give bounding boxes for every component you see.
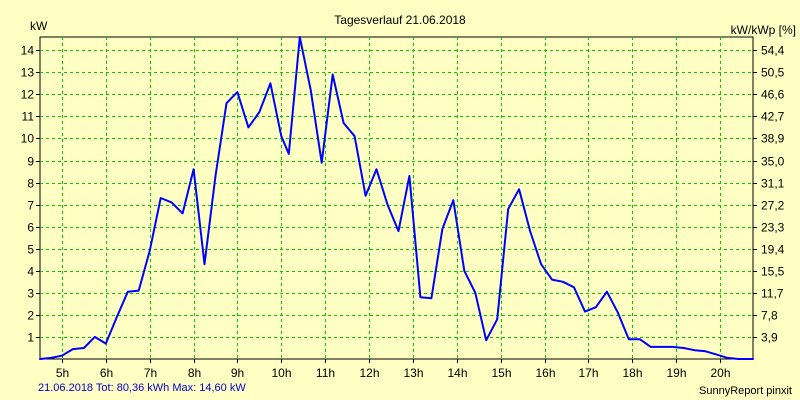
y-tick-label-left: 10	[21, 132, 35, 146]
y-tick-label-right: 38,9	[761, 132, 785, 146]
y-tick-label-right: 19,4	[761, 243, 785, 257]
x-tick-label: 11h	[316, 366, 335, 380]
grid	[40, 37, 753, 359]
y-tick-label-left: 9	[27, 155, 34, 169]
y-tick-label-right: 11,7	[761, 287, 784, 301]
x-tick-label: 17h	[578, 366, 598, 380]
x-tick-label: 5h	[56, 366, 69, 380]
y-tick-label-right: 35,0	[761, 155, 785, 169]
y-tick-label-left: 2	[27, 309, 34, 323]
y-tick-label-left: 14	[21, 44, 35, 58]
y-tick-label-right: 46,6	[761, 88, 785, 102]
y-tick-label-left: 6	[27, 221, 34, 235]
footer-credit: SunnyReport pinxit	[699, 385, 792, 397]
footer-summary: 21.06.2018 Tot: 80,36 kWh Max: 14,60 kW	[38, 382, 246, 394]
y-tick-label-right: 23,3	[761, 221, 785, 235]
x-tick-label: 10h	[271, 366, 291, 380]
x-tick-label: 13h	[403, 366, 423, 380]
x-tick-label: 14h	[447, 366, 467, 380]
y-axis-label-right: kW/kWp [%]	[731, 23, 796, 37]
y-tick-label-right: 3,9	[761, 331, 778, 345]
x-tick-label: 7h	[144, 366, 157, 380]
y-tick-label-right: 54,4	[761, 44, 785, 58]
y-tick-label-right: 27,2	[761, 199, 785, 213]
x-tick-label: 6h	[100, 366, 113, 380]
y-tick-label-left: 3	[27, 287, 34, 301]
y-tick-label-left: 13	[21, 66, 35, 80]
x-tick-label: 8h	[188, 366, 201, 380]
x-tick-label: 9h	[231, 366, 244, 380]
series-line-power	[39, 36, 754, 360]
y-tick-label-left: 5	[27, 243, 34, 257]
x-tick-label: 16h	[535, 366, 555, 380]
x-tick-label: 15h	[491, 366, 511, 380]
y-tick-label-right: 31,1	[761, 177, 785, 191]
y-tick-label-left: 11	[22, 110, 35, 124]
y-tick-label-right: 50,5	[761, 66, 785, 80]
y-tick-label-left: 8	[27, 177, 34, 191]
x-tick-label: 12h	[359, 366, 379, 380]
y-tick-label-right: 15,5	[761, 265, 785, 279]
x-tick-label: 20h	[710, 366, 730, 380]
axis-ticks: 5h 6h 7h 8h 9h 10h 11h 12h 13h 14h 15h 16h 17h 18h 19h…	[21, 44, 785, 381]
x-tick-label: 18h	[622, 366, 642, 380]
chart-title: Tagesverlauf 21.06.2018	[334, 13, 466, 27]
x-tick-label: 19h	[666, 366, 686, 380]
plot-area	[39, 36, 754, 360]
y-tick-label-left: 12	[21, 88, 35, 102]
y-tick-label-left: 4	[27, 265, 34, 279]
y-tick-label-left: 7	[27, 199, 34, 213]
y-axis-label-left: kW	[30, 19, 48, 33]
series-layer	[39, 36, 754, 360]
y-tick-label-right: 42,7	[761, 110, 785, 124]
y-tick-label-left: 1	[27, 331, 34, 345]
y-tick-label-right: 7,8	[761, 309, 778, 323]
